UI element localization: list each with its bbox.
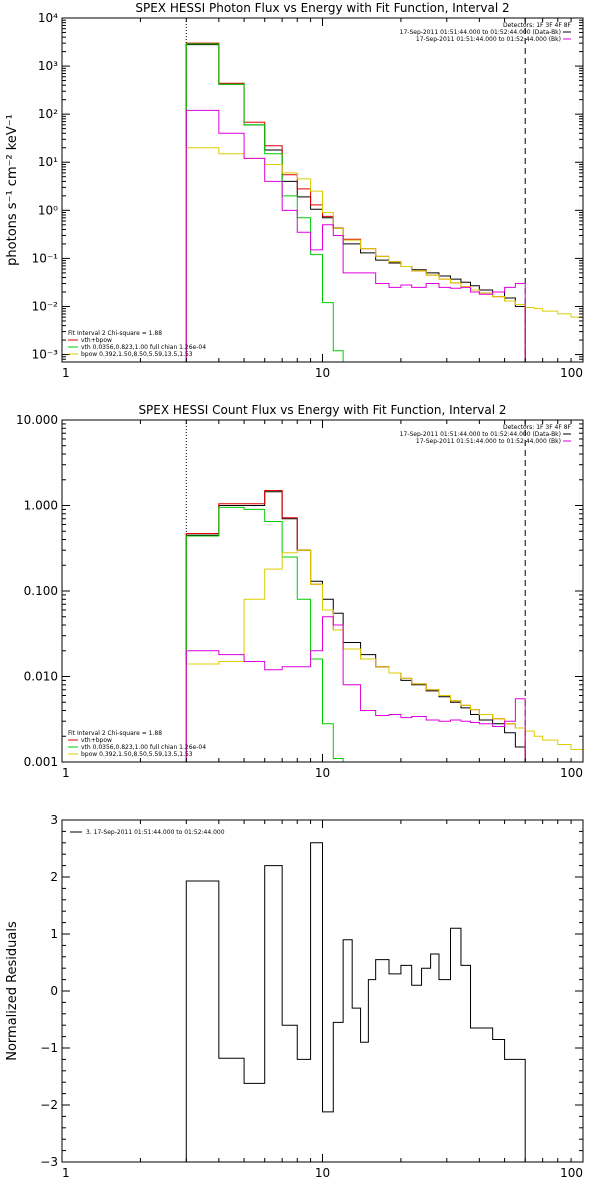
- count-series-2: [185, 506, 344, 762]
- photon-legend-entry: 17-Sep-2011 01:51:44.000 to 01:52:44.000…: [400, 29, 561, 36]
- residuals-ytick-label: 3: [50, 813, 58, 827]
- count-title: SPEX HESSI Count Flux vs Energy with Fit…: [138, 403, 506, 417]
- residuals-panel: Normalized Residuals 1 10 100 −3 −2 −1 0 1 2 3 3. 1…: [5, 813, 584, 1180]
- count-fit-legend-entry: vth 0.0356,0.823,1.00 full chian 1.26e-0…: [81, 744, 206, 751]
- count-series-0: [185, 491, 526, 762]
- count-ytick-label: 10.000: [16, 413, 58, 427]
- residuals-data: [185, 842, 526, 1162]
- count-panel: SPEX HESSI Count Flux vs Energy with Fit…: [16, 403, 584, 780]
- photon-ytick-label: 10⁴: [38, 11, 58, 25]
- count-ytick-label: 0.001: [24, 755, 58, 769]
- count-ytick-label: 0.100: [24, 584, 58, 598]
- count-series-3: [185, 549, 583, 762]
- residuals-xtick-label: 1: [62, 1166, 70, 1180]
- photon-ytick-label: 10³: [38, 59, 58, 73]
- count-xtick-label: 100: [560, 766, 583, 780]
- count-legend-entry: 17-Sep-2011 01:51:44.000 to 01:52:44.000…: [416, 438, 561, 445]
- photon-data: [185, 18, 583, 362]
- count-data: [185, 420, 583, 762]
- photon-series-1: [185, 42, 526, 362]
- count-series-1: [185, 489, 526, 762]
- count-xtick-label: 10: [315, 766, 330, 780]
- residuals-legend-entry: 3. 17-Sep-2011 01:51:44.000 to 01:52:44.…: [86, 829, 225, 836]
- residuals-ytick-label: 1: [50, 927, 58, 941]
- photon-fit-legend-entry: vth 0.0356,0.823,1.00 full chian 1.26e-0…: [81, 344, 206, 351]
- count-fit-legend-entry: bpow 0.392,1.50,8.50,5.59,13.5,1.53: [81, 751, 193, 758]
- photon-ylabel: photons s⁻¹ cm⁻² keV⁻¹: [5, 114, 20, 266]
- photon-ytick-label: 10⁰: [38, 203, 58, 217]
- photon-fit-legend-entry: bpow 0.392,1.50,8.50,5.59,13.5,1.53: [81, 351, 193, 358]
- residuals-ylabel: Normalized Residuals: [5, 921, 20, 1061]
- photon-ytick-label: 10¹: [38, 155, 58, 169]
- count-ytick-label: 1.000: [24, 499, 58, 513]
- photon-legend-header: Detectors: 1F 3F 4F 8F: [503, 22, 572, 29]
- residuals-xtick-label: 100: [560, 1166, 583, 1180]
- photon-panel: SPEX HESSI Photon Flux vs Energy with Fi…: [5, 1, 584, 380]
- residuals-series-0: [185, 842, 526, 1162]
- count-ytick-label: 0.010: [24, 670, 58, 684]
- photon-xtick-label: 100: [560, 366, 583, 380]
- photon-ytick-label: 10⁻²: [32, 299, 59, 313]
- photon-series-0: [185, 44, 526, 362]
- residuals-ytick-label: −3: [40, 1155, 58, 1169]
- photon-xtick-label: 10: [315, 366, 330, 380]
- photon-ytick-label: 10⁻³: [32, 348, 59, 362]
- photon-series-2: [185, 43, 344, 362]
- count-fit-legend-entry: vth+bpow: [81, 737, 112, 744]
- residuals-ytick-label: 2: [50, 870, 58, 884]
- photon-title: SPEX HESSI Photon Flux vs Energy with Fi…: [135, 1, 509, 15]
- photon-fit-legend-header: Fit Interval 2 Chi-square = 1.88: [68, 330, 162, 337]
- photon-ytick-label: 10²: [38, 107, 58, 121]
- photon-legend-entry: 17-Sep-2011 01:51:44.000 to 01:52:44.000…: [416, 36, 561, 43]
- count-series-4: [185, 616, 526, 762]
- count-xtick-label: 1: [62, 766, 70, 780]
- count-fit-legend-header: Fit Interval 2 Chi-square = 1.88: [68, 730, 162, 737]
- residuals-xtick-label: 10: [315, 1166, 330, 1180]
- photon-ytick-label: 10⁻¹: [32, 251, 59, 265]
- photon-xtick-label: 1: [62, 366, 70, 380]
- residuals-ytick-label: 0: [50, 984, 58, 998]
- photon-series-4: [185, 109, 526, 362]
- count-legend-entry: 17-Sep-2011 01:51:44.000 to 01:52:44.000…: [400, 431, 561, 438]
- photon-axes-frame: [61, 17, 584, 363]
- photon-series-3: [185, 147, 583, 362]
- photon-fit-legend-entry: vth+bpow: [81, 337, 112, 344]
- residuals-ytick-label: −2: [40, 1098, 58, 1112]
- count-legend-header: Detectors: 1F 3F 4F 8F: [503, 424, 572, 431]
- residuals-ytick-label: −1: [40, 1041, 58, 1055]
